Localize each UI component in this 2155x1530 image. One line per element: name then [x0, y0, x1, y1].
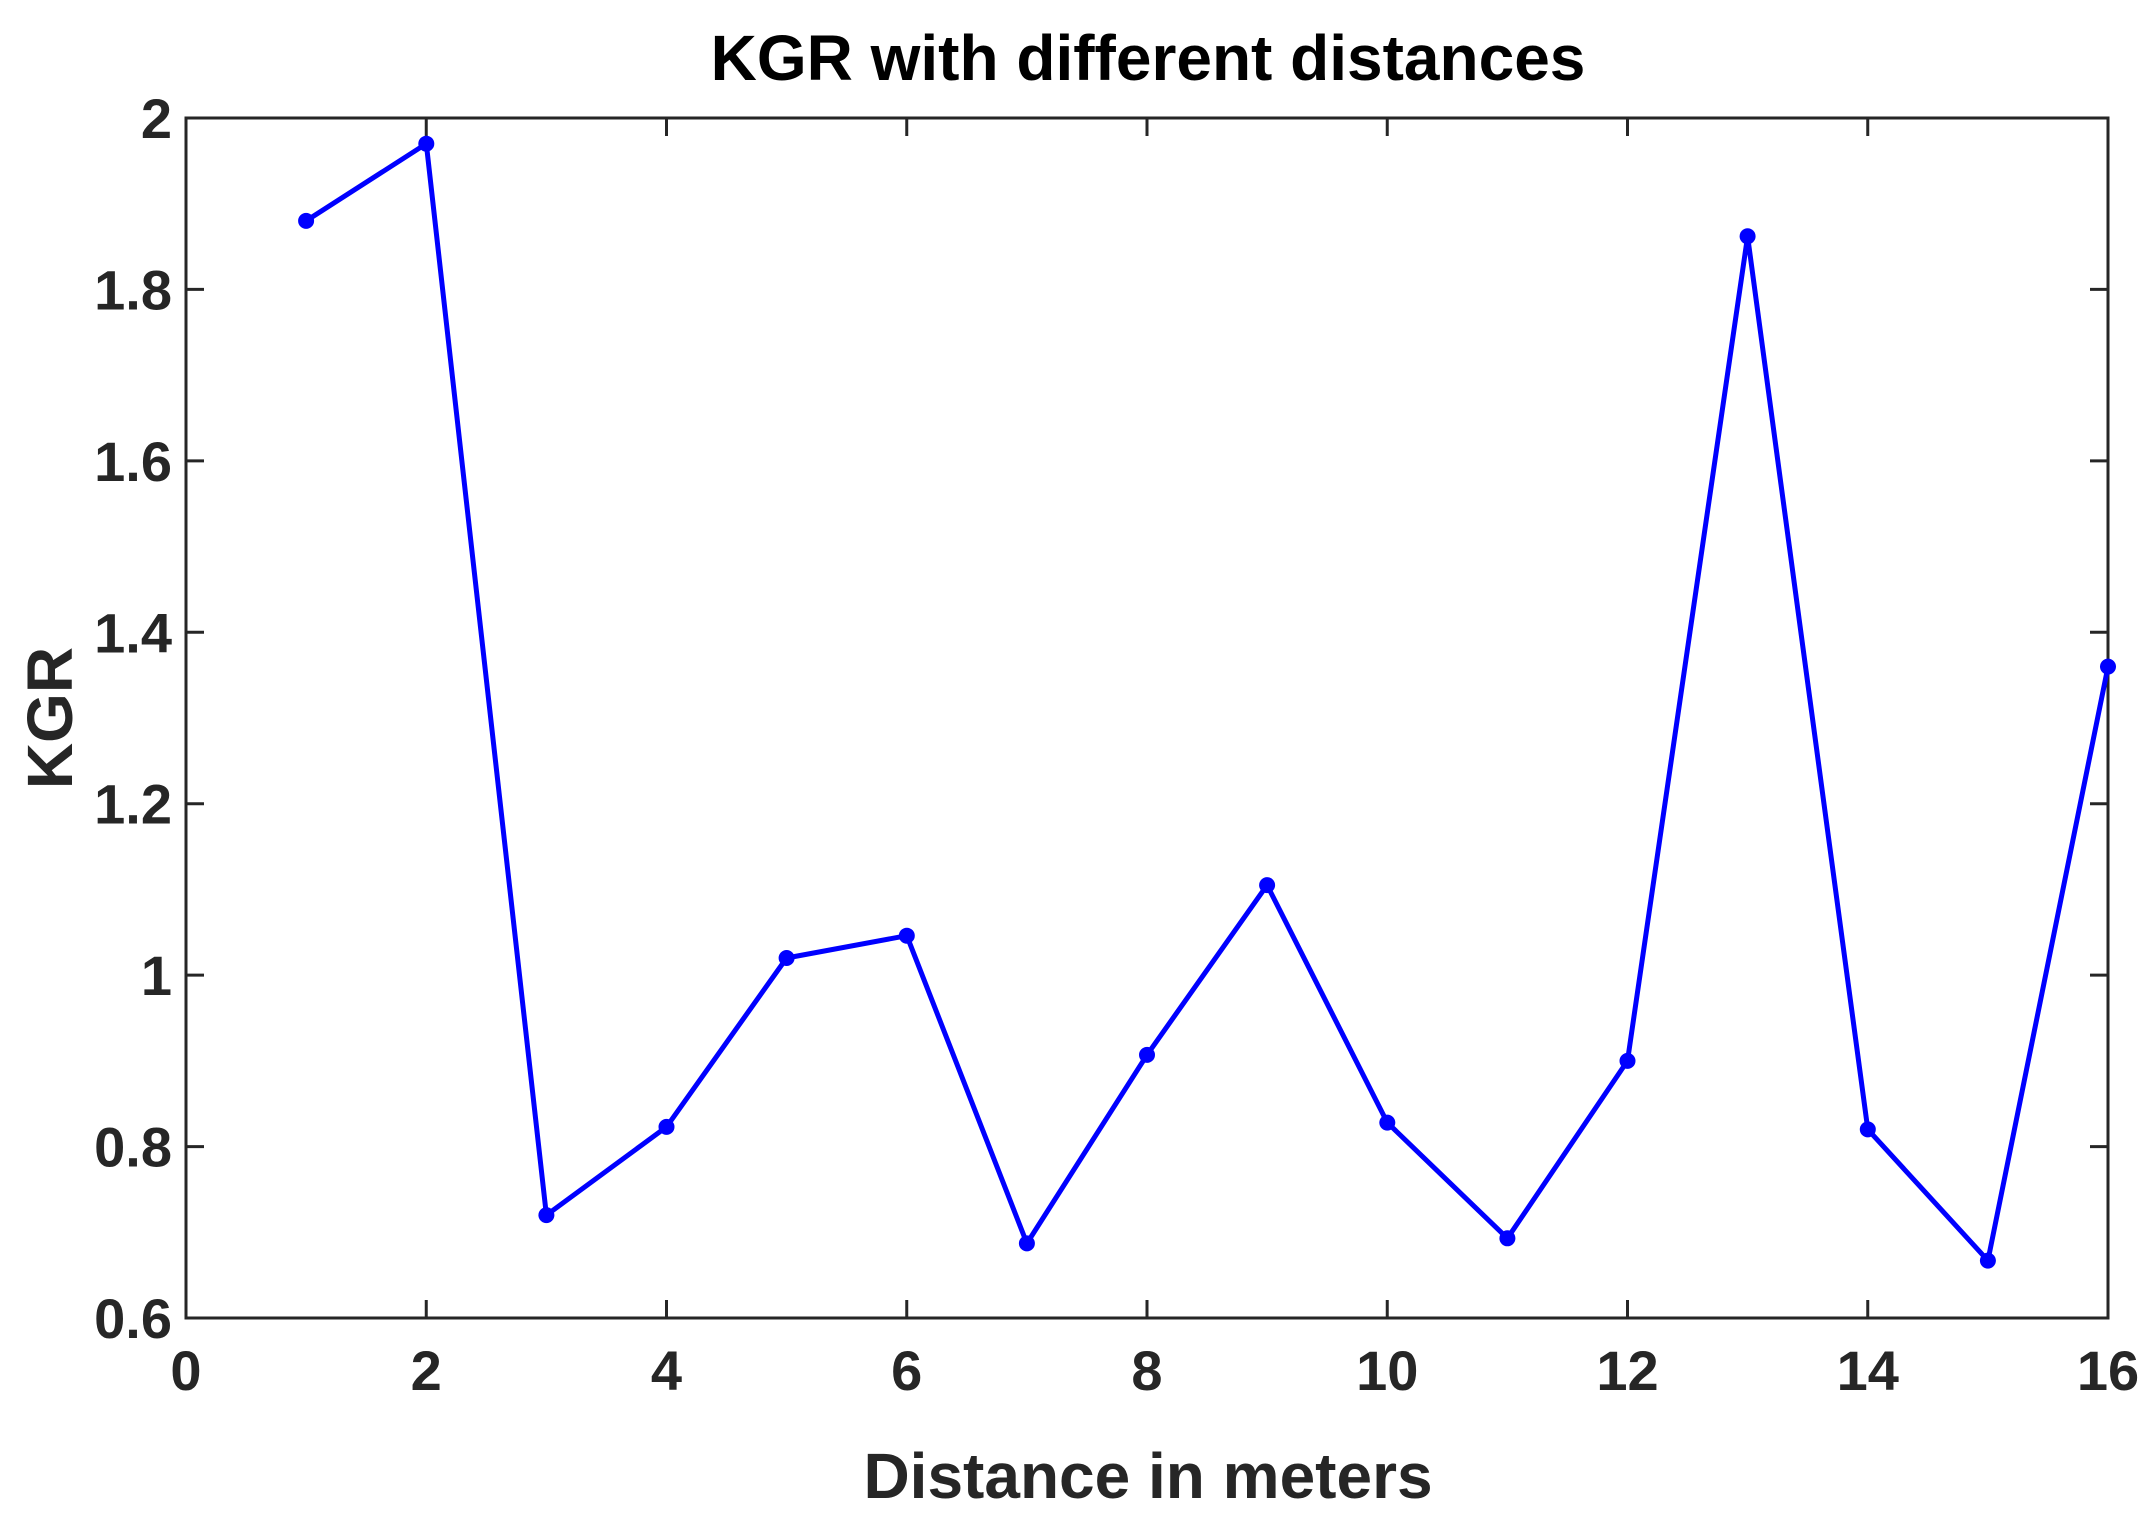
data-point — [1859, 1121, 1876, 1138]
data-point — [658, 1118, 675, 1135]
data-point — [1979, 1252, 1996, 1269]
x-tick-label: 2 — [411, 1339, 442, 1402]
x-tick-label: 8 — [1131, 1339, 1162, 1402]
x-tick-label: 6 — [891, 1339, 922, 1402]
y-tick-label: 1.2 — [94, 773, 172, 836]
data-point — [298, 212, 315, 229]
y-tick-label: 0.8 — [94, 1116, 172, 1179]
data-point — [418, 135, 435, 152]
x-tick-label: 12 — [1596, 1339, 1658, 1402]
x-tick-label: 16 — [2077, 1339, 2139, 1402]
data-point — [1018, 1235, 1035, 1252]
x-axis: 0 2 4 6 8 10 12 14 16 — [170, 118, 2139, 1402]
series-line — [304, 141, 2111, 1264]
chart-title: KGR with different distances — [711, 22, 1586, 94]
y-tick-label: 1.4 — [94, 601, 172, 664]
y-tick-label: 0.6 — [94, 1287, 172, 1350]
y-tick-label: 1 — [141, 944, 172, 1007]
data-point — [778, 950, 795, 966]
data-point — [1139, 1046, 1155, 1063]
data-point — [1739, 228, 1756, 245]
x-tick-label: 14 — [1837, 1339, 1899, 1402]
series-layer — [298, 135, 2116, 1269]
y-axis: 0.6 0.8 1 1.2 1.4 1.6 1.8 2 — [94, 87, 2108, 1350]
y-axis-title: KGR — [14, 647, 86, 789]
y-tick-label: 1.8 — [94, 258, 172, 321]
data-point — [1499, 1230, 1516, 1247]
data-point — [1619, 1052, 1636, 1069]
data-point — [1259, 877, 1276, 894]
plot-area — [184, 116, 2110, 1320]
data-point — [538, 1207, 555, 1224]
y-tick-label: 2 — [141, 87, 172, 150]
y-tick-label: 1.6 — [94, 430, 172, 493]
x-tick-label: 4 — [651, 1339, 682, 1402]
x-tick-label: 10 — [1356, 1339, 1418, 1402]
data-point — [898, 927, 915, 944]
x-tick-label: 0 — [170, 1339, 201, 1402]
data-point — [1379, 1114, 1396, 1131]
data-point — [2100, 658, 2116, 675]
x-axis-title: Distance in meters — [863, 1440, 1432, 1512]
